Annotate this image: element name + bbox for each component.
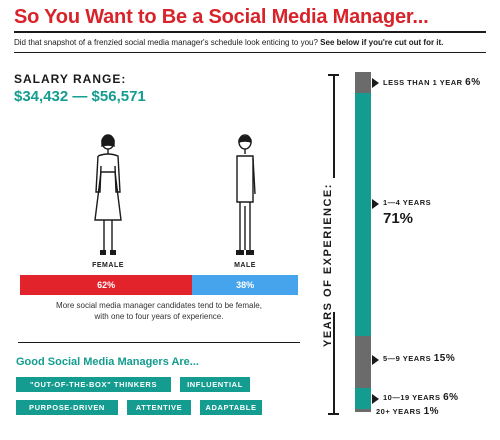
yoe-segment [355, 92, 371, 337]
gender-caption-line-1: More social media manager candidates ten… [56, 301, 262, 310]
page-title: So You Want to Be a Social Media Manager… [14, 6, 429, 28]
yoe-axis-line-top [333, 74, 335, 178]
yoe-share-value: 15% [433, 353, 456, 364]
traits-title: Good Social Media Managers Are... [16, 356, 199, 368]
yoe-axis-cap-bottom [328, 413, 339, 415]
male-label: MALE [234, 262, 256, 269]
yoe-segment [355, 387, 371, 409]
subtitle-rule [14, 52, 486, 53]
yoe-label-row: 10—19 YEARS 6% [383, 392, 459, 403]
yoe-axis-cap-top [328, 74, 339, 76]
yoe-label-row: LESS THAN 1 YEAR 6% [383, 77, 481, 88]
yoe-axis-line-bottom [333, 312, 335, 414]
trait-tag: INFLUENTIAL [180, 377, 250, 392]
yoe-segment [355, 408, 371, 412]
yoe-range-label: 1—4 YEARS [383, 198, 432, 207]
salary-value: $34,432 — $56,571 [14, 88, 146, 105]
gender-split-bar: 62% 38% [20, 275, 298, 295]
female-share-value: 62% [97, 280, 116, 290]
yoe-pointer-icon [372, 199, 379, 209]
yoe-share-value: 1% [423, 406, 440, 417]
yoe-range-label: 20+ YEARS [376, 407, 422, 416]
section-divider [18, 342, 300, 343]
salary-label: SALARY RANGE: [14, 72, 127, 86]
male-figure-icon [236, 134, 256, 255]
yoe-range-label: LESS THAN 1 YEAR [383, 78, 463, 87]
trait-tag: ATTENTIVE [127, 400, 191, 415]
subtitle-lead: Did that snapshot of a frenzied social m… [14, 38, 321, 47]
female-share-segment: 62% [20, 275, 193, 295]
gender-caption-line-2: with one to four years of experience. [94, 312, 224, 321]
yoe-segment [355, 72, 371, 93]
yoe-share-value: 6% [443, 392, 459, 403]
yoe-range-label: 5—9 YEARS [383, 354, 432, 363]
yoe-share-value: 6% [465, 77, 481, 88]
yoe-segment [355, 336, 371, 388]
yoe-label-row: 5—9 YEARS 15% [383, 353, 455, 364]
yoe-pointer-icon [372, 394, 379, 404]
yoe-pointer-icon [372, 355, 379, 365]
page-subtitle: Did that snapshot of a frenzied social m… [14, 38, 494, 48]
yoe-share-value: 71% [383, 210, 414, 227]
yoe-pointer-icon [372, 78, 379, 88]
male-share-value: 38% [236, 280, 255, 290]
title-rule [14, 31, 486, 33]
gender-caption: More social media manager candidates ten… [20, 300, 298, 322]
male-share-segment: 38% [192, 275, 298, 295]
yoe-axis-label: YEARS OF EXPERIENCE: [322, 183, 334, 347]
yoe-label-row: 20+ YEARS 1% [376, 406, 439, 417]
trait-tag: PURPOSE-DRIVEN [16, 400, 118, 415]
female-label: FEMALE [92, 262, 124, 269]
female-figure-icon [94, 134, 122, 255]
subtitle-emphasis: See below if you're cut out for it. [320, 38, 444, 47]
trait-tag: ADAPTABLE [200, 400, 262, 415]
yoe-range-label: 10—19 YEARS [383, 393, 441, 402]
trait-tag: "OUT-OF-THE-BOX" THINKERS [16, 377, 171, 392]
